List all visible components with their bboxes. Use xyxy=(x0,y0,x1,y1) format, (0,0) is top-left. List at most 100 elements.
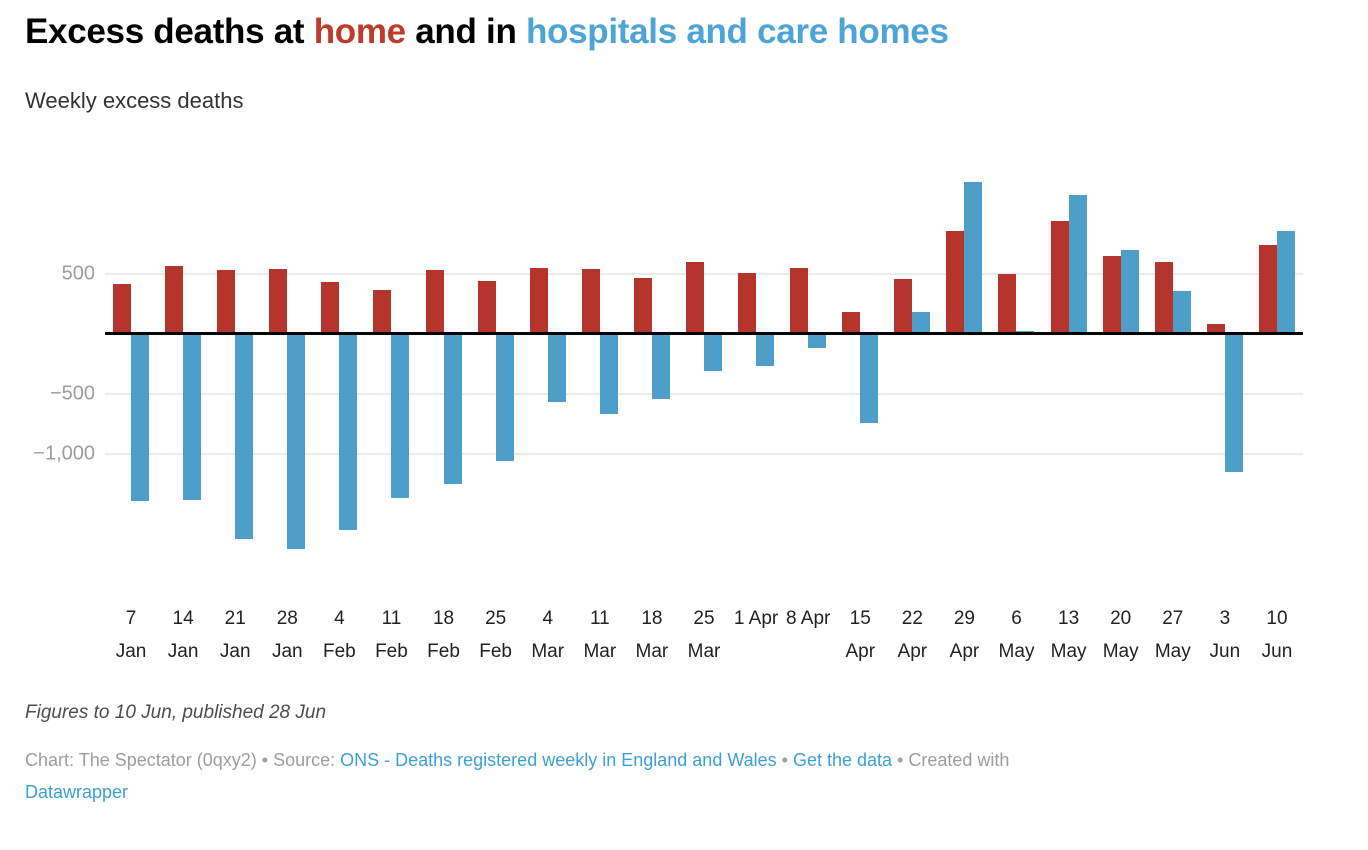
bar-hospitals-care-homes xyxy=(391,334,410,499)
x-tick-month: May xyxy=(1102,641,1139,662)
x-tick-day: 18 xyxy=(641,608,663,629)
bar-hospitals-care-homes xyxy=(547,334,566,403)
bar-group xyxy=(782,160,834,580)
x-tick-month: Apr xyxy=(845,641,876,662)
x-tick-month: Mar xyxy=(687,641,721,662)
x-tick-day: 15 xyxy=(849,608,871,629)
plot-area: 500 −500 −1,000 xyxy=(0,160,1368,580)
bars-layer xyxy=(105,160,1303,580)
x-tick-day: 13 xyxy=(1058,608,1080,629)
x-tick-label: 8 Apr xyxy=(782,600,834,680)
x-tick-label: 6 May xyxy=(990,600,1042,680)
bar-home xyxy=(165,265,184,334)
x-tick-day: 27 xyxy=(1162,608,1184,629)
x-tick-month: Mar xyxy=(635,641,669,662)
y-axis-tick-label: −1,000 xyxy=(33,442,95,465)
x-tick-label: 25 Mar xyxy=(678,600,730,680)
bar-group xyxy=(938,160,990,580)
attribution-link[interactable]: Datawrapper xyxy=(25,781,129,802)
title-segment: and in xyxy=(405,12,526,51)
bar-group xyxy=(678,160,730,580)
bar-home xyxy=(842,312,861,334)
x-tick-label: 27 May xyxy=(1147,600,1199,680)
attribution-link[interactable]: ONS - Deaths registered weekly in Englan… xyxy=(340,750,777,770)
x-tick-label: 15 Apr xyxy=(834,600,886,680)
x-tick-label: 11 Mar xyxy=(574,600,626,680)
gridline xyxy=(105,393,1303,395)
bar-group xyxy=(1251,160,1303,580)
attribution-text: Chart: The Spectator (0qxy2) • Source: xyxy=(25,750,341,770)
x-tick-day: 4 xyxy=(542,608,554,629)
x-tick-month: Jan xyxy=(219,641,251,662)
bar-hospitals-care-homes xyxy=(703,334,722,372)
x-tick-label: 22 Apr xyxy=(886,600,938,680)
x-tick-label: 11 Feb xyxy=(365,600,417,680)
x-tick-day: 10 xyxy=(1266,608,1288,629)
bar-group xyxy=(157,160,209,580)
x-tick-day: 29 xyxy=(953,608,975,629)
chart-title: Excess deaths at home and in hospitals a… xyxy=(25,12,949,52)
x-tick-day: 28 xyxy=(276,608,298,629)
x-tick-day: 22 xyxy=(901,608,923,629)
bar-hospitals-care-homes xyxy=(183,334,202,500)
x-tick-label: 4 Mar xyxy=(522,600,574,680)
attribution-text: • xyxy=(776,750,793,770)
x-tick-label: 29 Apr xyxy=(938,600,990,680)
x-axis: 7 Jan 14 Jan 21 Jan 28 Jan 4 Feb 11 Feb 18 Feb 25 Feb 4 M… xyxy=(105,600,1303,680)
x-tick-day: 6 xyxy=(1011,608,1022,629)
bar-hospitals-care-homes xyxy=(808,334,827,349)
y-axis-tick-label: −500 xyxy=(49,382,95,405)
bar-group xyxy=(418,160,470,580)
x-tick-day: 11 xyxy=(381,608,402,629)
bar-hospitals-care-homes xyxy=(235,334,254,540)
bar-hospitals-care-homes xyxy=(1068,194,1087,334)
x-tick-label: 13 May xyxy=(1043,600,1095,680)
bar-home xyxy=(1154,262,1173,334)
bar-home xyxy=(1050,221,1069,334)
x-tick-label: 3 Jun xyxy=(1199,600,1251,680)
x-tick-day: 25 xyxy=(693,608,715,629)
x-tick-day: 8 Apr xyxy=(785,608,831,629)
x-tick-label: 1 Apr xyxy=(730,600,782,680)
x-tick-month: Mar xyxy=(531,641,565,662)
bar-home xyxy=(373,289,392,334)
bar-home xyxy=(477,281,496,334)
bar-hospitals-care-homes xyxy=(912,312,931,334)
bar-home xyxy=(217,270,236,334)
bar-hospitals-care-homes xyxy=(964,181,983,334)
attribution-link[interactable]: Get the data xyxy=(792,750,893,770)
x-tick-day: 21 xyxy=(224,608,246,629)
x-tick-label: 28 Jan xyxy=(261,600,313,680)
bar-home xyxy=(1258,245,1277,334)
bar-group xyxy=(1147,160,1199,580)
x-tick-month: Jan xyxy=(115,641,147,662)
bar-home xyxy=(529,268,548,334)
x-tick-month: Feb xyxy=(427,641,460,662)
x-tick-month: Apr xyxy=(897,641,928,662)
bar-hospitals-care-homes xyxy=(443,334,462,484)
gridlines-layer xyxy=(105,160,1303,580)
bar-group xyxy=(1095,160,1147,580)
x-tick-day: 14 xyxy=(172,608,194,629)
gridline xyxy=(105,453,1303,455)
bar-home xyxy=(425,270,444,334)
bar-hospitals-care-homes xyxy=(339,334,358,530)
x-tick-month: Feb xyxy=(375,641,408,662)
x-tick-day: 11 xyxy=(589,608,610,629)
footer-attribution: Chart: The Spectator (0qxy2) • Source: O… xyxy=(25,745,1235,808)
bar-home xyxy=(998,274,1017,334)
bar-group xyxy=(1043,160,1095,580)
x-tick-label: 14 Jan xyxy=(157,600,209,680)
bar-group xyxy=(574,160,626,580)
x-tick-label: 10 Jun xyxy=(1251,600,1303,680)
bar-hospitals-care-homes xyxy=(651,334,670,399)
bar-home xyxy=(685,262,704,334)
chart-subtitle: Weekly excess deaths xyxy=(25,88,244,113)
x-tick-day: 1 Apr xyxy=(733,608,779,629)
bar-group xyxy=(886,160,938,580)
x-tick-day: 3 xyxy=(1219,608,1231,629)
x-tick-month: Mar xyxy=(583,641,617,662)
footer-note: Figures to 10 Jun, published 28 Jun xyxy=(25,702,327,723)
x-tick-label: 18 Feb xyxy=(418,600,470,680)
bar-group xyxy=(522,160,574,580)
